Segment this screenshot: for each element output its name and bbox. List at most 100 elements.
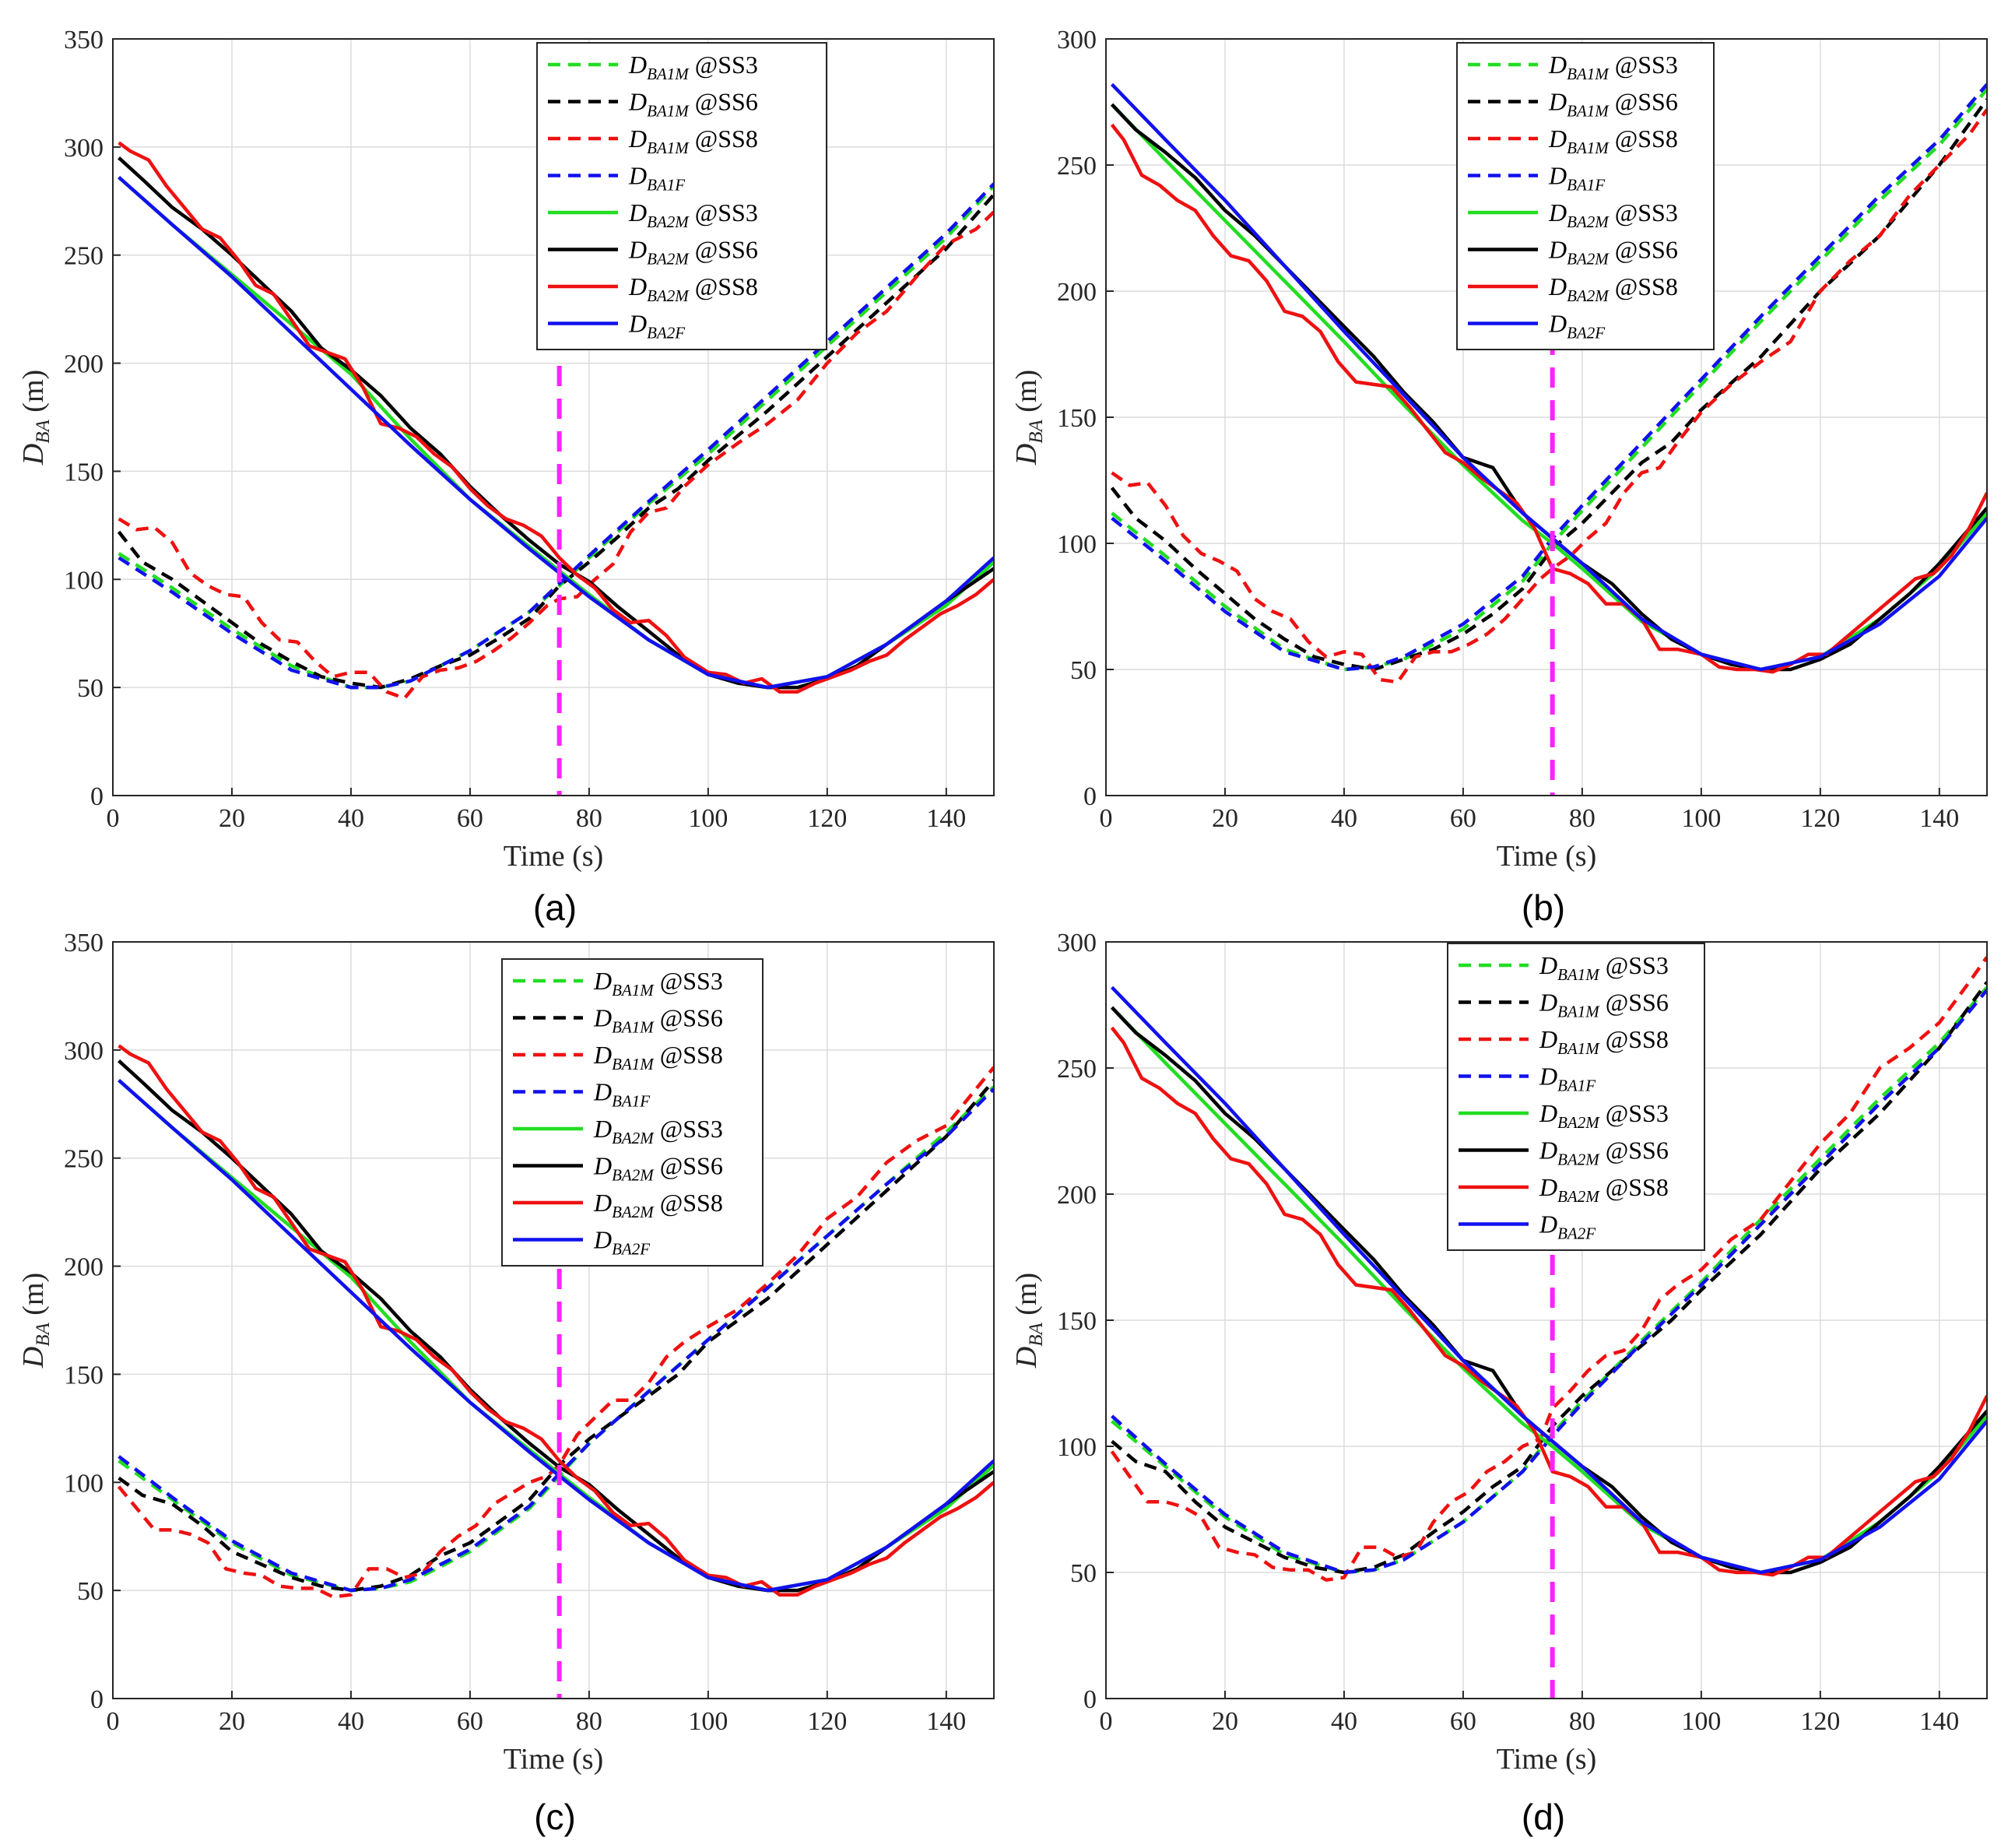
y-tick-label: 150	[1057, 404, 1097, 433]
y-tick-label: 0	[1083, 782, 1097, 811]
legend-entry-label: DBA2M @SS6	[1539, 1137, 1669, 1169]
legend-entry-label: DBA1M @SS6	[1539, 989, 1669, 1021]
y-tick-label: 350	[64, 929, 104, 957]
legend-entry-label: DBA2M @SS8	[1548, 272, 1678, 305]
chart-panel-a: 0 20 40 60 80 100 120 140 0 50 100 150 200 250 300 350 T…	[17, 26, 995, 873]
legend-entry-label: DBA1F	[593, 1078, 650, 1111]
y-tick-label: 50	[77, 1577, 104, 1606]
legend-entry-label: DBA2F	[593, 1226, 650, 1259]
x-tick-label: 20	[1212, 1707, 1238, 1736]
series-line-6	[118, 141, 994, 694]
x-tick-label: 140	[1919, 1707, 1959, 1736]
y-tick-label: 0	[1083, 1685, 1097, 1714]
x-tick-label: 120	[807, 804, 847, 833]
y-tick-label: 0	[90, 1685, 104, 1714]
y-tick-label: 150	[64, 1361, 104, 1390]
chart-panel-d: 0 20 40 60 80 100 120 140 0 50 100 150 200 250 300 Time…	[1010, 929, 1988, 1776]
legend-entry-label: DBA1M @SS3	[1548, 51, 1678, 83]
x-tick-label: 100	[1681, 1707, 1721, 1736]
legend-entry-label: DBA2F	[1548, 310, 1605, 343]
x-tick-label: 40	[338, 804, 364, 833]
legend-entry-label: DBA2M @SS3	[1539, 1099, 1669, 1132]
x-tick-label: 140	[1919, 804, 1959, 833]
x-tick-label: 120	[807, 1707, 847, 1736]
x-tick-label: 100	[688, 804, 728, 833]
legend-entry-label: DBA1M @SS3	[593, 967, 723, 1000]
x-tick-label: 100	[1681, 804, 1721, 833]
legend-entry-label: DBA1M @SS6	[1548, 88, 1678, 121]
legend-entry-label: DBA2M @SS8	[628, 272, 758, 305]
y-tick-label: 350	[64, 26, 104, 54]
x-tick-label: 120	[1800, 1707, 1840, 1736]
series-line-6	[1110, 1026, 1987, 1577]
legend-entry-label: DBA2M @SS3	[1548, 199, 1678, 231]
x-tick-label: 80	[1569, 1707, 1596, 1736]
y-tick-label: 300	[1057, 26, 1097, 54]
y-tick-label: 300	[64, 1037, 104, 1066]
y-tick-label: 300	[1057, 929, 1097, 957]
y-tick-label: 150	[64, 458, 104, 487]
x-axis-label: Time (s)	[504, 840, 603, 873]
axes-box	[112, 941, 995, 1699]
series-line-3	[1111, 83, 1987, 672]
y-tick-label: 250	[64, 242, 104, 271]
x-tick-label: 80	[576, 804, 602, 833]
x-tick-label: 40	[338, 1707, 364, 1736]
series-line-1	[1111, 981, 1987, 1575]
panel-label: (b)	[1522, 887, 1565, 928]
panel-label: (a)	[533, 887, 577, 928]
x-tick-label: 60	[457, 804, 483, 833]
x-tick-label: 140	[926, 1707, 966, 1736]
x-tick-label: 20	[1212, 804, 1238, 833]
legend-entry-label: DBA1M @SS6	[628, 88, 758, 121]
x-tick-label: 60	[1450, 1707, 1476, 1736]
x-tick-label: 40	[1331, 804, 1357, 833]
y-tick-label: 50	[1070, 1559, 1097, 1588]
legend-entry-label: DBA2M @SS3	[593, 1115, 723, 1147]
y-tick-label: 0	[90, 782, 104, 811]
legend-entry-label: DBA2M @SS6	[1548, 236, 1678, 269]
y-tick-label: 100	[64, 1469, 104, 1498]
legend-entry-label: DBA2F	[1539, 1210, 1596, 1243]
x-tick-label: 80	[576, 1707, 602, 1736]
series-line-7	[1110, 985, 1987, 1575]
panel-label: (c)	[534, 1797, 576, 1837]
legend: DBA1M @SS3 DBA1M @SS6 DBA1M @SS8 DBA1F DBA2M…	[501, 958, 764, 1267]
legend-entry-label: DBA1M @SS8	[1539, 1025, 1669, 1058]
x-tick-label: 60	[457, 1707, 483, 1736]
y-axis-label: DBA (m)	[17, 370, 54, 466]
y-tick-label: 250	[1057, 1055, 1097, 1084]
legend-box	[536, 42, 827, 350]
y-tick-label: 50	[1070, 656, 1097, 685]
x-tick-label: 0	[107, 1707, 120, 1736]
legend-entry-label: DBA1M @SS3	[628, 51, 758, 83]
x-tick-label: 100	[688, 1707, 728, 1736]
y-tick-label: 250	[1057, 152, 1097, 181]
series-line-1	[117, 193, 994, 690]
legend-entry-label: DBA2F	[628, 310, 685, 343]
legend-entry-label: DBA1F	[1548, 162, 1605, 195]
x-tick-label: 20	[219, 804, 245, 833]
legend-entry-label: DBA2M @SS6	[593, 1152, 723, 1185]
legend-entry-label: DBA2M @SS6	[628, 236, 758, 269]
legend-entry-label: DBA1F	[1539, 1063, 1596, 1095]
legend-box	[501, 958, 764, 1267]
series-group	[117, 141, 994, 701]
y-axis-label: DBA (m)	[1010, 370, 1047, 466]
series-line-2	[117, 1066, 994, 1599]
legend-entry-label: DBA2M @SS3	[628, 199, 758, 231]
series-line-1	[1110, 98, 1987, 672]
series-line-6	[118, 1044, 994, 1597]
y-tick-label: 100	[64, 566, 104, 595]
series-line-1	[118, 1079, 994, 1593]
x-axis-label: Time (s)	[504, 1743, 603, 1776]
x-tick-label: 40	[1331, 1707, 1357, 1736]
series-line-3	[118, 1087, 994, 1593]
legend: DBA1M @SS3 DBA1M @SS6 DBA1M @SS8 DBA1F DBA2M…	[1456, 42, 1715, 350]
legend-entry-label: DBA2M @SS8	[1539, 1173, 1669, 1206]
panel-label: (d)	[1522, 1797, 1565, 1837]
x-tick-label: 0	[1100, 804, 1113, 833]
series-group	[1110, 956, 1987, 1582]
legend-box	[1456, 42, 1715, 350]
